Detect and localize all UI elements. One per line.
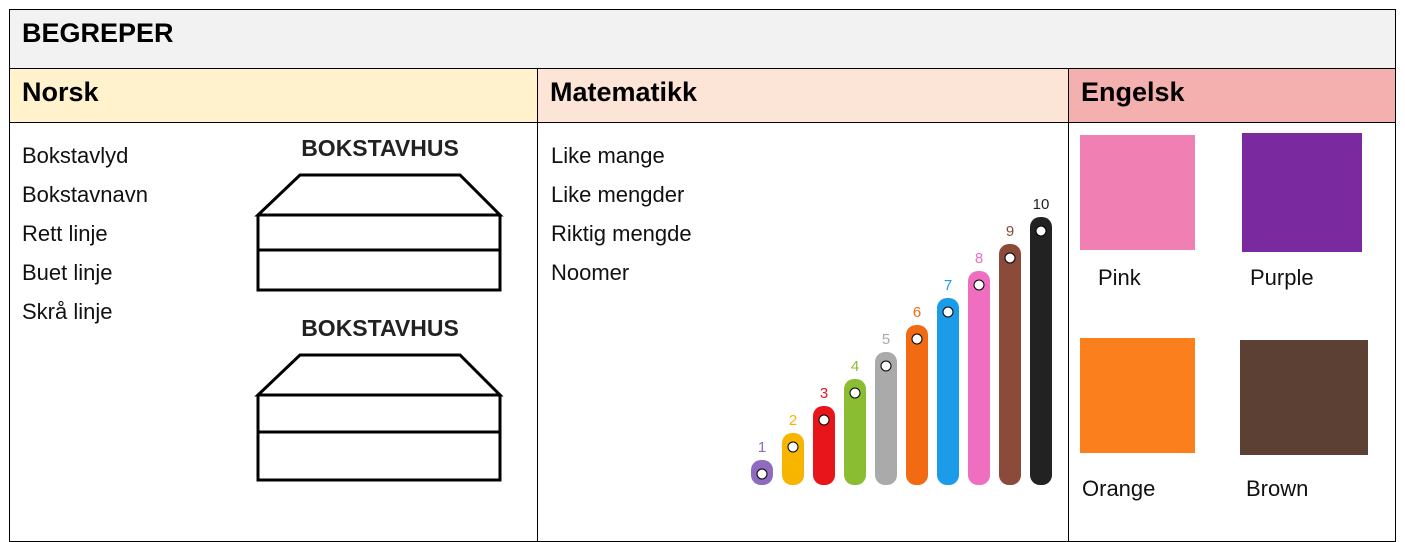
noomer xyxy=(906,325,928,485)
list-item: Like mengder xyxy=(551,182,684,208)
color-name: Purple xyxy=(1250,265,1314,291)
noomer-number: 8 xyxy=(975,250,983,267)
noomer-eye xyxy=(974,280,984,290)
list-item: Bokstavnavn xyxy=(22,182,148,208)
color-swatch xyxy=(1080,135,1195,250)
noomer-number: 2 xyxy=(789,412,797,429)
noomer-eye xyxy=(1036,226,1046,236)
house-label: BOKSTAVHUS xyxy=(301,135,459,161)
drawings: BOKSTAVHUS BOKSTAVHUS 1 2 3 4 5 6 7 8 9 10 xyxy=(0,0,1405,533)
noomer xyxy=(968,271,990,485)
list-item: Noomer xyxy=(551,260,629,286)
noomer-number: 9 xyxy=(1006,223,1014,240)
color-name: Orange xyxy=(1082,476,1155,502)
noomer-number: 4 xyxy=(851,358,859,375)
noomer-eye xyxy=(850,388,860,398)
noomer-number: 7 xyxy=(944,277,952,294)
noomer-number: 1 xyxy=(758,439,766,456)
noomer-number: 3 xyxy=(820,385,828,402)
noomer-number: 6 xyxy=(913,304,921,321)
noomer xyxy=(937,298,959,485)
list-item: Like mange xyxy=(551,143,665,169)
color-swatch xyxy=(1242,133,1362,252)
noomer xyxy=(875,352,897,485)
noomer-number: 10 xyxy=(1033,196,1050,213)
color-name: Pink xyxy=(1098,265,1141,291)
noomer-eye xyxy=(943,307,953,317)
noomer-eye xyxy=(819,415,829,425)
list-item: Rett linje xyxy=(22,221,108,247)
noomer-eye xyxy=(788,442,798,452)
color-name: Brown xyxy=(1246,476,1308,502)
noomer-eye xyxy=(1005,253,1015,263)
list-item: Riktig mengde xyxy=(551,221,692,247)
noomer xyxy=(1030,217,1052,485)
noomer-eye xyxy=(881,361,891,371)
list-item: Skrå linje xyxy=(22,299,112,325)
list-item: Buet linje xyxy=(22,260,113,286)
list-item: Bokstavlyd xyxy=(22,143,128,169)
noomer xyxy=(999,244,1021,485)
color-swatch xyxy=(1240,340,1368,455)
house-label: BOKSTAVHUS xyxy=(301,315,459,341)
noomer-number: 5 xyxy=(882,331,890,348)
noomer-eye xyxy=(912,334,922,344)
color-swatch xyxy=(1080,338,1195,453)
page: BEGREPER Norsk Matematikk Engelsk BOKSTA… xyxy=(0,0,1405,533)
noomer-eye xyxy=(757,469,767,479)
noomer xyxy=(782,433,804,485)
